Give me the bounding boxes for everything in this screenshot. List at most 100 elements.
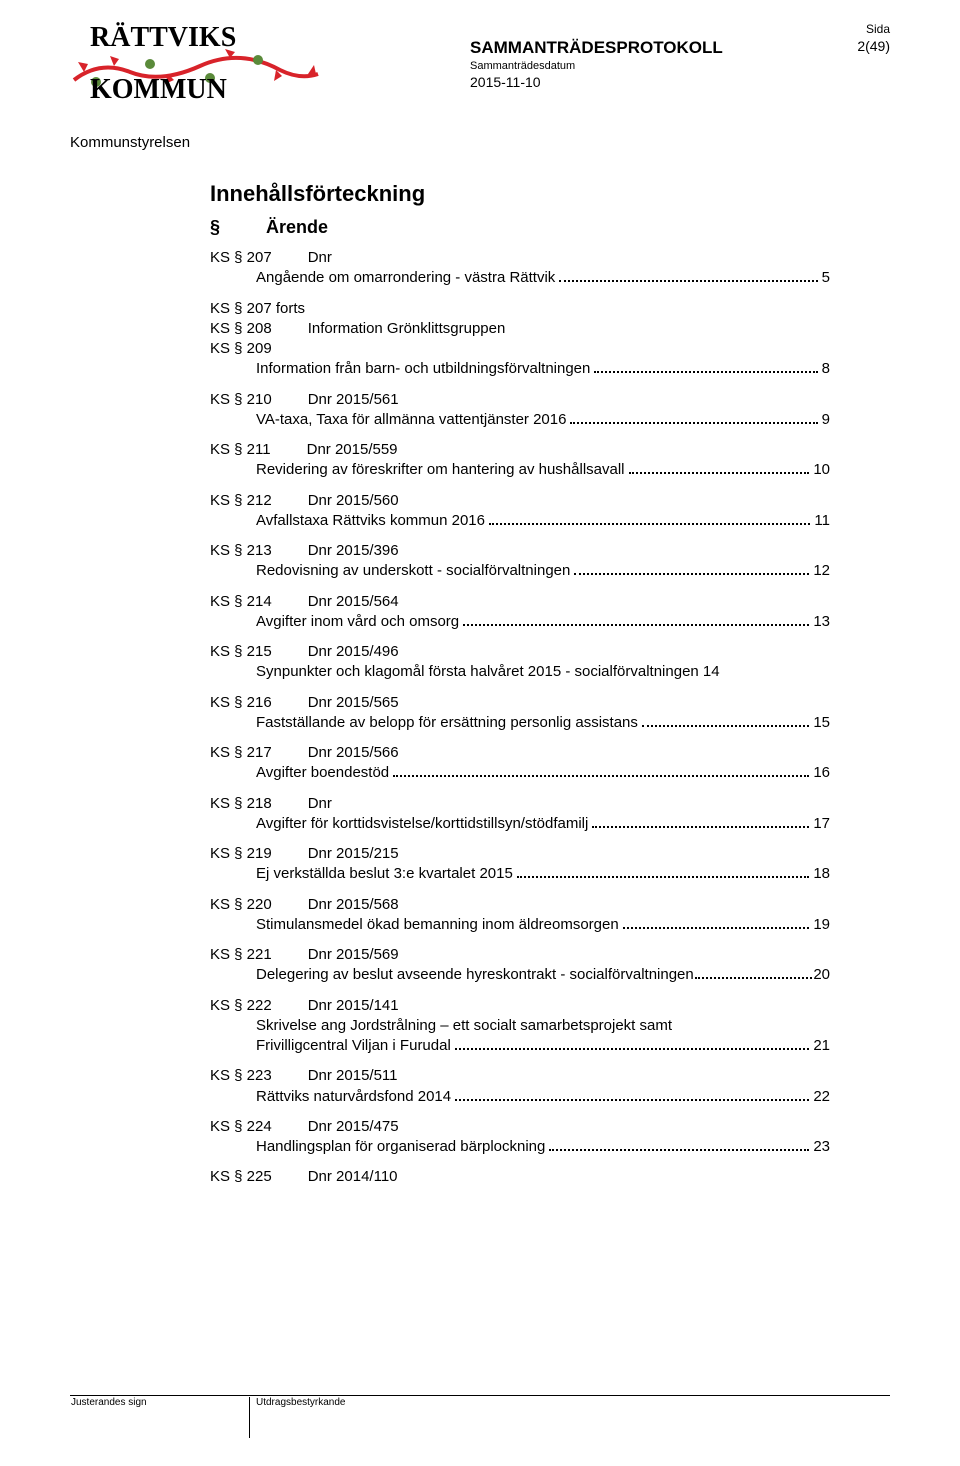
toc-dnr: Dnr 2015/564 [308, 592, 399, 612]
toc-ks: KS § 225 [210, 1167, 272, 1187]
toc-ks: KS § 212 [210, 491, 272, 511]
toc-dnr: Dnr 2015/475 [308, 1117, 399, 1137]
toc-dnr: Information Grönklittsgruppen [308, 319, 506, 339]
toc-desc: Avgifter inom vård och omsorg [256, 612, 459, 632]
toc-entry: KS § 220Dnr 2015/568Stimulansmedel ökad … [210, 895, 830, 936]
toc-desc: Avfallstaxa Rättviks kommun 2016 [256, 511, 485, 531]
content-body: Innehållsförteckning § Ärende KS § 207 Dn… [210, 181, 830, 1188]
toc-desc: Avgifter boendestöd [256, 763, 389, 783]
toc-ks: KS § 215 [210, 642, 272, 662]
toc-ks: KS § 224 [210, 1117, 272, 1137]
toc-page: 13 [813, 612, 830, 632]
footer-justerandes: Justerandes sign [70, 1397, 250, 1438]
toc-dots [489, 523, 810, 525]
toc-dnr: Dnr 2015/141 [308, 996, 399, 1016]
toc-col-section: § [210, 217, 220, 238]
toc-dnr: Dnr 2015/215 [308, 844, 399, 864]
toc-page: 21 [813, 1036, 830, 1056]
toc-page: 12 [813, 561, 830, 581]
toc-dnr: Dnr 2015/496 [308, 642, 399, 662]
toc-entry: KS § 224 Dnr 2015/475Handlingsplan för or… [210, 1117, 830, 1158]
toc-entry: KS § 217 Dnr 2015/566Avgifter boendestöd 1… [210, 743, 830, 784]
toc-dnr: Dnr 2015/566 [308, 743, 399, 763]
svg-text:RÄTTVIKS: RÄTTVIKS [90, 22, 236, 53]
toc-entry: KS § 222 Dnr 2015/141Skrivelse ang Jordst… [210, 996, 830, 1057]
toc-dots [592, 826, 809, 828]
date-value: 2015-11-10 [470, 74, 541, 90]
toc-page: 11 [814, 511, 830, 531]
toc-col-arende: Ärende [266, 217, 328, 238]
toc-dnr: Dnr [308, 794, 332, 814]
toc-page: 19 [813, 915, 830, 935]
toc-desc: Synpunkter och klagomål första halvåret … [256, 662, 720, 682]
toc-entry: KS § 223Dnr 2015/511Rättviks naturvårdsf… [210, 1066, 830, 1107]
toc-page: 8 [822, 359, 830, 379]
toc-ks: KS § 216 [210, 693, 272, 713]
toc-desc: VA-taxa, Taxa för allmänna vattentjänste… [256, 410, 566, 430]
toc-ks: KS § 209 [210, 339, 272, 359]
toc-entry: KS § 212 Dnr 2015/560Avfallstaxa Rättviks… [210, 491, 830, 532]
toc-dnr: Dnr 2015/396 [308, 541, 399, 561]
footer-utdrag: Utdragsbestyrkande [250, 1397, 346, 1438]
toc-heading: Innehållsförteckning [210, 181, 830, 207]
toc-desc: Frivilligcentral Viljan i Furudal [256, 1036, 451, 1056]
toc-desc: Delegering av beslut avseende hyreskontr… [256, 965, 694, 985]
toc-ks: KS § 208 [210, 319, 272, 339]
toc-entry: KS § 214 Dnr 2015/564Avgifter inom vård o… [210, 592, 830, 633]
toc-entry: KS § 215 Dnr 2015/496Synpunkter och klago… [210, 642, 830, 683]
toc-page: 17 [813, 814, 830, 834]
toc-desc: Angående om omarrondering - västra Rättv… [256, 268, 555, 288]
toc-page: 9 [822, 410, 830, 430]
toc-entry: KS § 216Dnr 2015/565Fastställande av bel… [210, 693, 830, 734]
toc-ks: KS § 214 [210, 592, 272, 612]
toc-ks: KS § 207 [210, 248, 272, 268]
toc-desc: Fastställande av belopp för ersättning p… [256, 713, 638, 733]
header-right: Sida SAMMANTRÄDESPROTOKOLL 2(49) Sammant… [470, 20, 890, 90]
toc-page: 15 [813, 713, 830, 733]
toc-dnr: Dnr 2015/561 [308, 390, 399, 410]
toc-ks: KS § 213 [210, 541, 272, 561]
toc-dots [629, 472, 810, 474]
toc-desc: Handlingsplan för organiserad bärplockni… [256, 1137, 545, 1157]
toc-dnr: Dnr [308, 248, 332, 268]
toc-dots [455, 1099, 809, 1101]
toc-entry: KS § 213Dnr 2015/396Redovisning av under… [210, 541, 830, 582]
rattviks-kommun-logo: RÄTTVIKS KOMMUN [70, 20, 330, 102]
toc-ks: KS § 211 [210, 440, 271, 460]
toc-dnr: Dnr 2015/559 [307, 440, 398, 460]
toc-page: 5 [822, 268, 830, 288]
page-footer: Justerandes sign Utdragsbestyrkande [70, 1395, 890, 1438]
toc-desc: Revidering av föreskrifter om hantering … [256, 460, 625, 480]
logo-block: RÄTTVIKS KOMMUN [70, 20, 330, 102]
toc-ks: KS § 219 [210, 844, 272, 864]
toc-entry: KS § 210Dnr 2015/561VA-taxa, Taxa för al… [210, 390, 830, 431]
toc-desc: Rättviks naturvårdsfond 2014 [256, 1087, 451, 1107]
toc-dots [623, 927, 810, 929]
toc-dnr: Dnr 2015/511 [308, 1066, 398, 1086]
toc-dots [695, 977, 813, 979]
toc-ks: KS § 217 [210, 743, 272, 763]
toc-page: 20 [813, 965, 830, 985]
toc-columns: § Ärende [210, 217, 830, 238]
toc-dots [455, 1048, 810, 1050]
page-header: RÄTTVIKS KOMMUN Sida SAMMANTRÄDESPROTOKO… [70, 20, 890, 102]
toc-ks: KS § 218 [210, 794, 272, 814]
toc-desc: Skrivelse ang Jordstrålning – ett social… [256, 1016, 830, 1036]
toc-dnr: Dnr 2015/560 [308, 491, 399, 511]
toc-dots [517, 876, 810, 878]
toc-ks: KS § 221 [210, 945, 272, 965]
sida-label: Sida [866, 22, 890, 36]
toc-entry: KS § 221 Dnr 2015/569Delegering av beslut… [210, 945, 830, 986]
toc-dots [570, 422, 817, 424]
toc-list: KS § 207DnrAngående om omarrondering - v… [210, 248, 830, 1188]
toc-ks: KS § 222 [210, 996, 272, 1016]
toc-dnr: Dnr 2014/110 [308, 1167, 398, 1187]
toc-desc: Ej verkställda beslut 3:e kvartalet 2015 [256, 864, 513, 884]
toc-page: 16 [813, 763, 830, 783]
section-title: Kommunstyrelsen [70, 134, 890, 151]
toc-dnr: Dnr 2015/568 [308, 895, 399, 915]
toc-dots [642, 725, 809, 727]
date-label: Sammanträdesdatum [470, 60, 575, 72]
protocol-title: SAMMANTRÄDESPROTOKOLL [470, 38, 723, 58]
toc-dnr: Dnr 2015/569 [308, 945, 399, 965]
